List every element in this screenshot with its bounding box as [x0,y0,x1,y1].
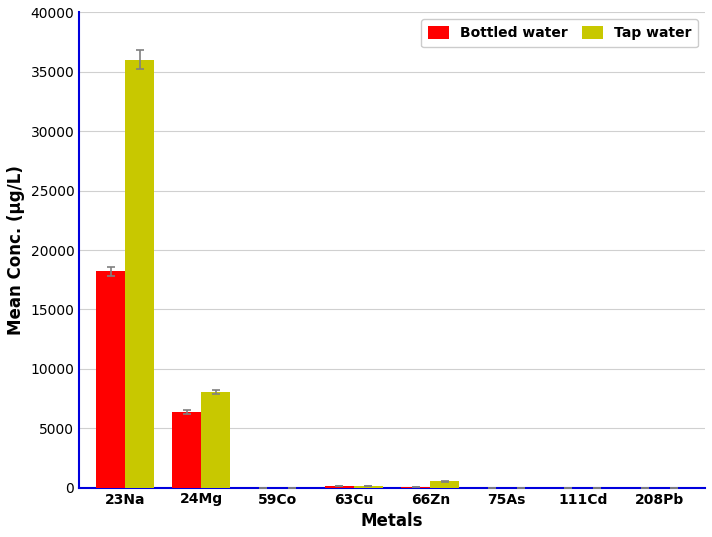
Bar [402,487,430,488]
Bar [172,412,201,488]
Bar [96,271,125,488]
Legend: Bottled water, Tap water: Bottled water, Tap water [422,19,698,47]
Bar [125,60,154,488]
Bar [354,486,383,488]
Bar [325,486,354,488]
Y-axis label: Mean Conc. (μg/L): Mean Conc. (μg/L) [7,165,25,335]
Bar [201,392,231,488]
X-axis label: Metals: Metals [361,512,424,530]
Bar [430,481,459,488]
